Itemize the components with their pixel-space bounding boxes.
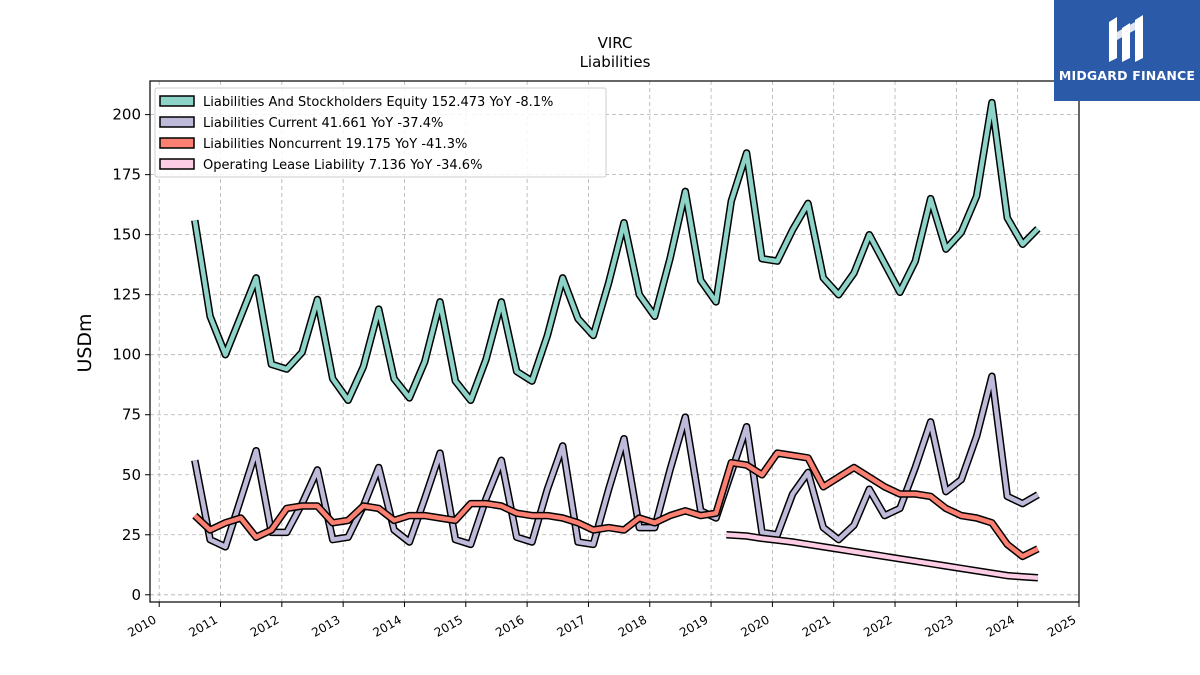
x-tick-label: 2020: [738, 612, 771, 639]
y-tick-label: 25: [122, 526, 141, 544]
y-tick-label: 175: [112, 166, 141, 184]
y-tick-label: 200: [112, 106, 141, 124]
x-tick-label: 2023: [922, 612, 955, 639]
legend-label-liabilities-noncurrent: Liabilities Noncurrent 19.175 YoY -41.3%: [203, 137, 467, 152]
brand-name: MIDGARD FINANCE: [1058, 68, 1196, 83]
legend-box: [154, 87, 607, 178]
x-tick-label: 2014: [371, 612, 404, 639]
legend-items: Liabilities And Stockholders Equity 152.…: [159, 95, 553, 173]
brand-logo: MIDGARD FINANCE: [1054, 0, 1200, 101]
series-line-liabilities-noncurrent: [193, 450, 1039, 559]
series-line-liabilities-and-stockholders-equity: [192, 100, 1040, 403]
chart-title: VIRC: [598, 34, 633, 52]
x-tick-label: 2010: [125, 612, 158, 639]
legend-label-operating-lease-liability: Operating Lease Liability 7.136 YoY -34.…: [203, 158, 482, 173]
y-tick-label: 75: [122, 406, 141, 424]
x-tick-label: 2024: [984, 612, 1017, 639]
legend-label-liabilities-and-stockholders-equity: Liabilities And Stockholders Equity 152.…: [203, 95, 553, 110]
legend-swatch-liabilities-and-stockholders-equity: [159, 95, 195, 107]
y-tick-label: 0: [131, 586, 141, 604]
x-tick-label: 2011: [187, 612, 220, 639]
x-tick-label: 2025: [1045, 612, 1078, 639]
x-tick-label: 2012: [248, 612, 281, 639]
legend-label-liabilities-current: Liabilities Current 41.661 YoY -37.4%: [203, 116, 443, 131]
x-tick-label: 2017: [554, 612, 587, 639]
x-tick-label: 2015: [432, 612, 465, 639]
y-tick-label: 100: [112, 346, 141, 364]
x-tick-label: 2021: [800, 612, 833, 639]
x-tick-label: 2022: [861, 612, 894, 639]
y-tick-label: 125: [112, 286, 141, 304]
chart-title-group: VIRC Liabilities: [580, 34, 651, 71]
midgard-m-logo-icon: [1109, 15, 1143, 62]
series-line-liabilities-current: [192, 374, 1040, 550]
x-tick-label: 2013: [309, 612, 342, 639]
series-line-operating-lease-liability: [726, 532, 1039, 580]
legend-swatch-liabilities-current: [159, 116, 195, 128]
legend-swatch-operating-lease-liability: [159, 158, 195, 170]
y-axis-title: USDm: [74, 313, 96, 372]
x-tick-label: 2018: [616, 612, 649, 639]
legend-swatch-liabilities-noncurrent: [159, 137, 195, 149]
plot-frame: [149, 80, 1080, 603]
y-tick-label: 50: [122, 466, 141, 484]
x-tick-label: 2016: [493, 612, 526, 639]
axis-ticks: 0 25 50 75 100 125 150 175 200 2010 2011 2012 2013 20…: [112, 106, 1080, 640]
series-layer: [191, 98, 1041, 582]
chart-subtitle: Liabilities: [580, 53, 651, 71]
legend: Liabilities And Stockholders Equity 152.…: [154, 87, 607, 178]
y-tick-label: 150: [112, 226, 141, 244]
x-tick-label: 2019: [677, 612, 710, 639]
